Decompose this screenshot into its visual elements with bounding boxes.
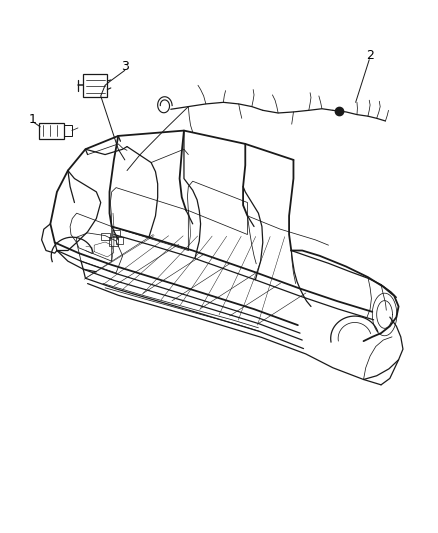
Bar	[64, 125, 72, 136]
Text: 1: 1	[29, 114, 37, 126]
Bar	[83, 74, 107, 97]
Bar	[116, 237, 123, 244]
Bar	[112, 230, 120, 236]
Bar	[39, 123, 64, 139]
Text: 2: 2	[366, 50, 374, 62]
Text: 3: 3	[121, 60, 129, 73]
Bar	[109, 237, 118, 246]
Bar	[101, 233, 110, 240]
